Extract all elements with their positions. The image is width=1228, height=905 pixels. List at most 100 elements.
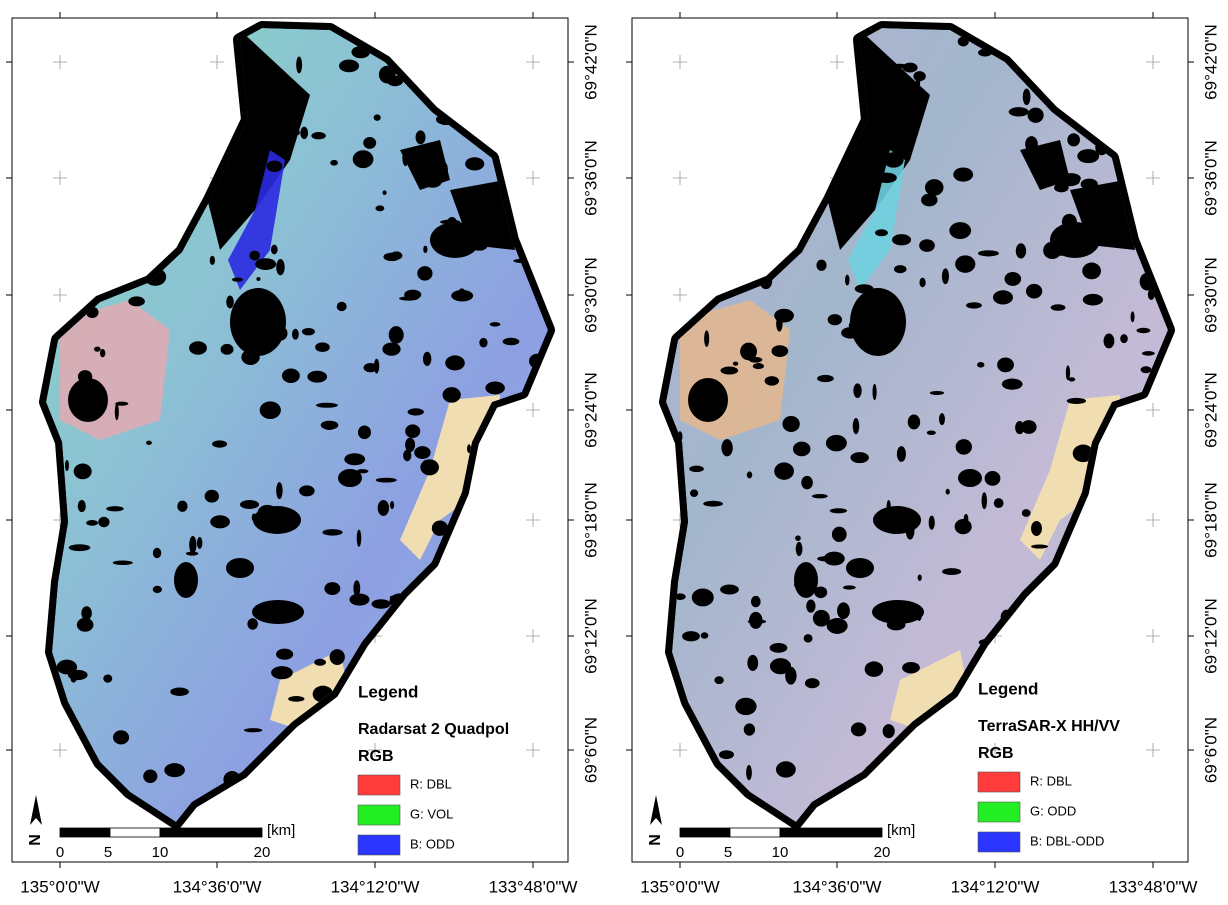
lake [482, 460, 489, 470]
lake [451, 290, 473, 302]
lake [154, 59, 161, 70]
lake [827, 618, 848, 634]
scale-label: 5 [724, 844, 732, 861]
longitude-label: 134°36'0"W [173, 877, 262, 896]
lake [252, 513, 257, 521]
longitude-label: 135°0'0"W [20, 877, 99, 896]
lake [846, 558, 874, 578]
lake [94, 347, 101, 352]
lake [89, 38, 104, 45]
lake [302, 328, 315, 335]
lake [774, 309, 794, 323]
lake [78, 370, 92, 383]
lake [1077, 149, 1099, 163]
lake [100, 349, 105, 357]
lake [942, 268, 949, 284]
lake [420, 459, 439, 475]
lake [1009, 107, 1029, 116]
lake [1136, 328, 1150, 333]
lake [116, 102, 121, 113]
lake [353, 150, 374, 168]
lake [292, 329, 299, 340]
lake [170, 688, 189, 696]
latitude-label: 69°24'0"N [1201, 372, 1220, 448]
lake [337, 302, 347, 311]
lake [1067, 398, 1086, 404]
lake [1071, 566, 1090, 571]
graticule-cross [526, 55, 540, 69]
land-area [46, 28, 548, 822]
lake [149, 219, 161, 229]
lake [804, 634, 813, 642]
lake [774, 462, 794, 479]
lake [146, 441, 152, 445]
lake [1067, 553, 1079, 561]
lake [245, 185, 249, 192]
legend-label: G: ODD [1030, 803, 1076, 818]
lake [894, 265, 907, 273]
lake [113, 730, 129, 744]
lake [832, 527, 847, 542]
lake [500, 648, 506, 659]
lake [230, 288, 286, 356]
lake [164, 763, 185, 777]
lake [748, 619, 767, 623]
latitude-label: 69°12'0"N [1201, 598, 1220, 674]
graticule-cross [53, 743, 67, 757]
lake [843, 585, 856, 589]
lake [1105, 552, 1116, 566]
lake [252, 600, 304, 624]
lake [813, 610, 830, 627]
lake [67, 164, 85, 179]
lake [722, 66, 742, 70]
lake [111, 168, 119, 173]
lake [416, 130, 426, 144]
lake [837, 602, 850, 619]
lake [256, 277, 260, 281]
lake [378, 500, 389, 516]
scale-label: 0 [56, 844, 64, 861]
lake [704, 330, 709, 347]
lake [143, 769, 157, 783]
lake [405, 424, 420, 438]
lake [68, 670, 88, 680]
lake [1058, 176, 1079, 186]
lake [949, 222, 971, 239]
lake [1078, 625, 1089, 635]
lake [277, 783, 289, 795]
legend-title: Legend [978, 679, 1038, 698]
lake [315, 342, 330, 352]
lake [295, 130, 300, 135]
lake [376, 478, 397, 483]
graticule-cross [673, 743, 687, 757]
lake [1005, 272, 1022, 286]
lake [416, 54, 425, 66]
lake [1142, 351, 1155, 356]
lake [137, 93, 146, 106]
lake [1040, 657, 1045, 671]
lake [1064, 570, 1072, 584]
lake [887, 309, 905, 322]
lake [153, 548, 161, 558]
lake [330, 160, 338, 166]
graticule-cross [53, 171, 67, 185]
lake [776, 761, 796, 777]
north-label: N [27, 834, 44, 846]
lake [260, 401, 281, 419]
lake [271, 245, 278, 255]
lake [1081, 179, 1098, 190]
lake [344, 453, 365, 465]
lake [1031, 545, 1048, 549]
lake [374, 114, 381, 121]
graticule-cross [1146, 403, 1160, 417]
lake [529, 191, 545, 201]
lake [1026, 284, 1042, 299]
lake [955, 255, 975, 272]
lake [408, 703, 413, 711]
lake [511, 449, 526, 464]
lake [511, 53, 529, 65]
lake [507, 594, 521, 607]
lake [473, 686, 495, 703]
lake [205, 490, 219, 503]
lake [339, 60, 359, 73]
